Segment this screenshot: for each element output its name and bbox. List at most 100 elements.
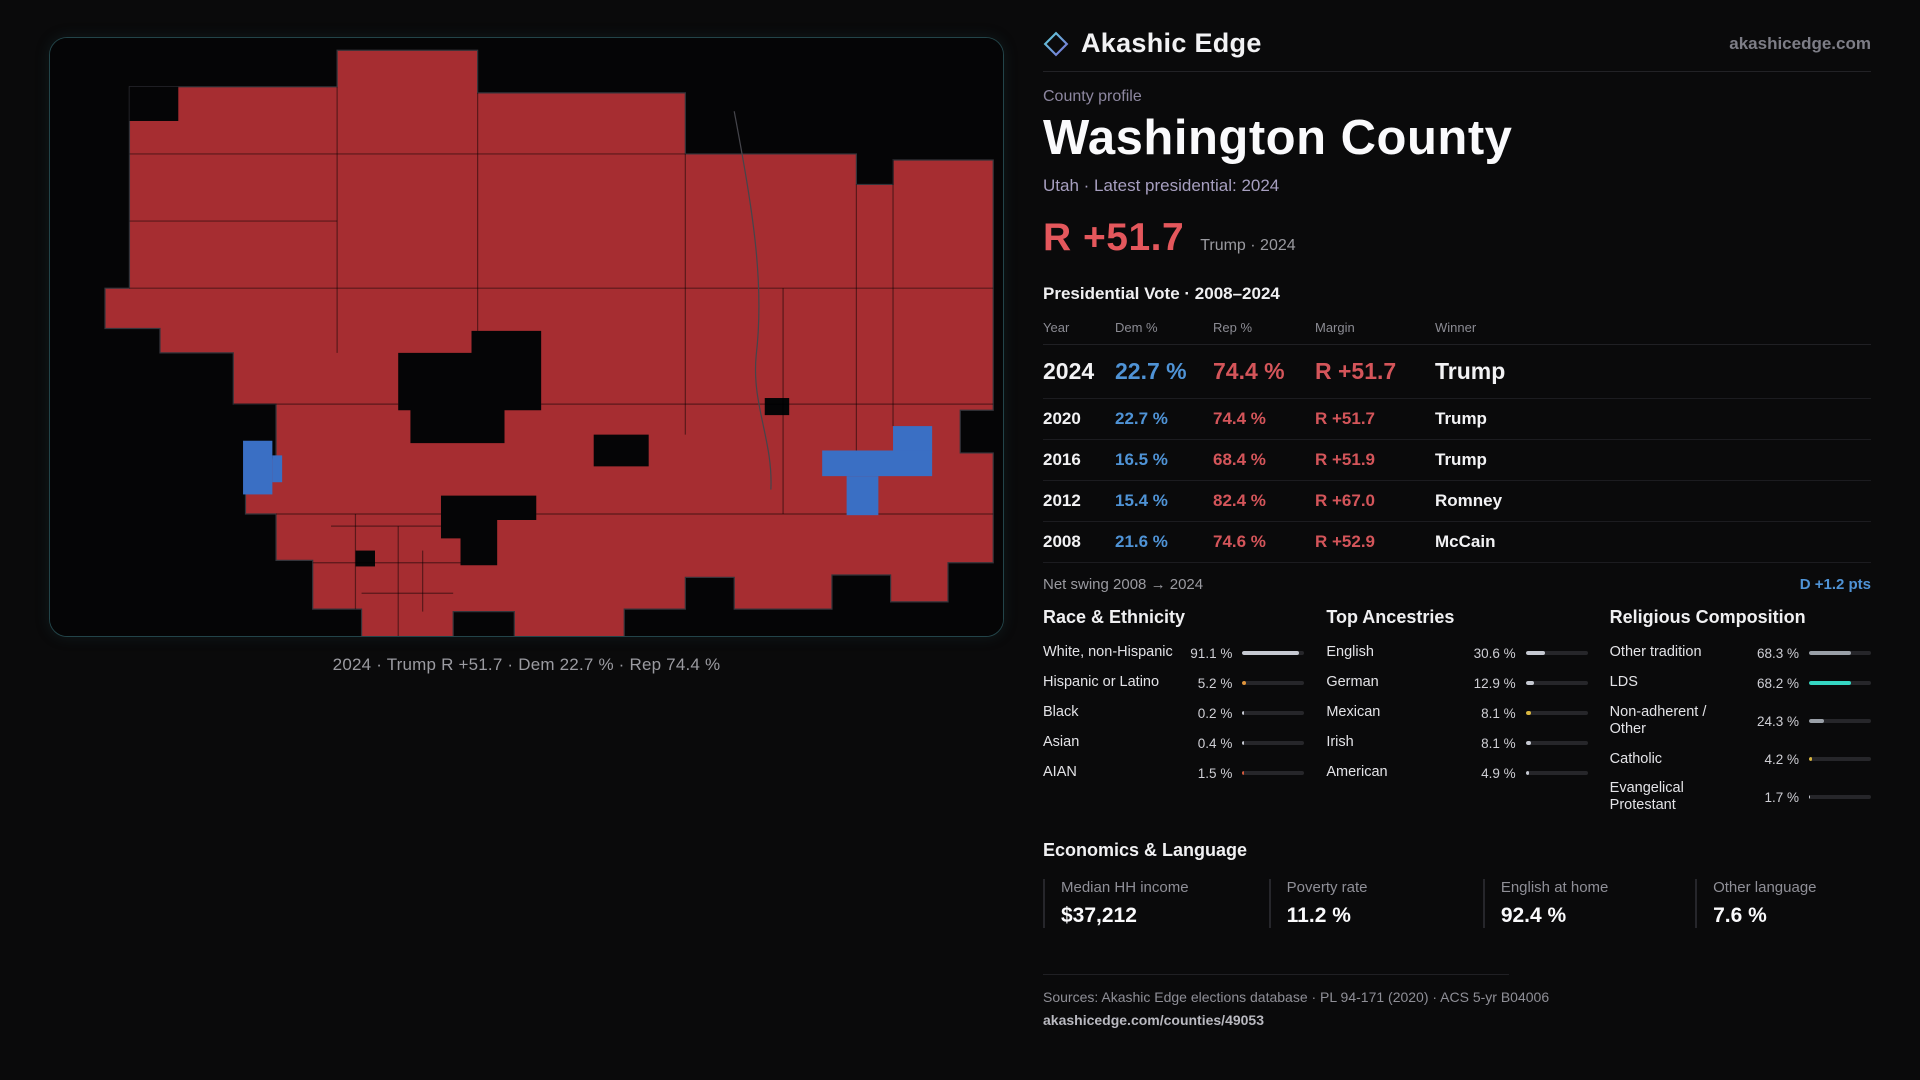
mini-bar-fill	[1242, 741, 1244, 745]
eyebrow-label: County profile	[1043, 88, 1142, 105]
mini-bar	[1808, 651, 1871, 655]
demo-label: Evangelical Protestant	[1609, 780, 1684, 814]
mini-bar	[1808, 795, 1871, 800]
religion-section: Religious Composition Other tradition 68…	[1610, 607, 1871, 820]
demo-value: 8.1 %	[1481, 705, 1516, 721]
demo-row: LDS 68.2 %	[1610, 668, 1871, 698]
footer: Sources: Akashic Edge elections database…	[1043, 974, 1871, 1028]
diamond-logo-icon	[1043, 31, 1069, 56]
vote-row-2016: 2016 16.5 % 68.4 % R +51.9 Trump	[1043, 440, 1871, 481]
dem-cell: 21.6 %	[1115, 532, 1168, 551]
demo-label: Catholic	[1609, 750, 1663, 767]
rep-cell: 74.4 %	[1213, 358, 1285, 384]
stat-poverty-rate: Poverty rate 11.2 %	[1268, 879, 1461, 929]
mini-bar-fill	[1525, 741, 1531, 745]
mini-bar	[1525, 771, 1588, 775]
map-democratic-areas	[243, 426, 933, 516]
col-rep: Rep %	[1213, 320, 1253, 335]
demo-label: Hispanic or Latino	[1043, 674, 1160, 691]
stat-other-language: Other language 7.6 %	[1695, 879, 1849, 929]
mini-bar-fill	[1808, 795, 1811, 800]
winner-cell: Trump	[1435, 358, 1506, 384]
mini-bar-fill	[1242, 651, 1299, 655]
demo-label: Irish	[1326, 734, 1354, 751]
footer-permalink-link[interactable]: akashicedge.com/counties/49053	[1043, 1012, 1264, 1029]
stat-label: Other language	[1713, 879, 1817, 897]
mini-bar	[1242, 741, 1305, 745]
demo-row: American 4.9 %	[1326, 758, 1588, 788]
stat-value: 92.4 %	[1500, 904, 1567, 928]
margin-cell: R +51.7	[1315, 358, 1397, 384]
mini-bar	[1242, 711, 1305, 715]
margin-cell: R +51.9	[1315, 450, 1376, 469]
ancestries-section: Top Ancestries English 30.6 % German 12.…	[1326, 607, 1588, 820]
header-divider	[1043, 71, 1871, 72]
vote-row-2012: 2012 15.4 % 82.4 % R +67.0 Romney	[1043, 481, 1871, 522]
margin-cell: R +67.0	[1315, 491, 1376, 510]
map-caption: 2024 · Trump R +51.7 · Dem 22.7 % · Rep …	[332, 655, 721, 674]
county-precinct-map[interactable]	[49, 37, 1004, 637]
map-precinct-borders	[129, 86, 994, 636]
headline-margin-row: R +51.7 Trump · 2024	[1043, 216, 1871, 260]
mini-bar-fill	[1808, 757, 1812, 762]
winner-cell: Trump	[1435, 450, 1487, 469]
demo-value: 12.9 %	[1473, 675, 1516, 691]
stat-value: 11.2 %	[1286, 904, 1351, 928]
mini-bar	[1242, 771, 1305, 775]
economics-section-title: Economics & Language	[1043, 840, 1248, 861]
religion-section-title: Religious Composition	[1609, 607, 1806, 627]
precinct-map-svg	[50, 38, 1003, 636]
mini-bar-fill	[1808, 681, 1852, 685]
mini-bar	[1808, 719, 1871, 724]
winner-cell: McCain	[1435, 532, 1496, 551]
brand-domain-link[interactable]: akashicedge.com	[1729, 33, 1871, 53]
stat-value: $37,212	[1061, 904, 1137, 928]
mini-bar	[1525, 681, 1588, 685]
year-cell: 2024	[1043, 358, 1095, 384]
footer-divider	[1043, 974, 1509, 976]
col-year: Year	[1043, 320, 1070, 335]
winner-cell: Trump	[1435, 409, 1487, 428]
race-ethnicity-section: Race & Ethnicity White, non-Hispanic 91.…	[1043, 607, 1305, 820]
demo-label: LDS	[1609, 674, 1638, 691]
year-cell: 2020	[1043, 409, 1081, 428]
mini-bar-fill	[1242, 771, 1244, 775]
year-cell: 2012	[1043, 491, 1081, 510]
county-profile-panel: Akashic Edge akashicedge.com County prof…	[1043, 28, 1871, 1028]
demo-label: White, non-Hispanic	[1043, 644, 1173, 661]
demo-value: 8.1 %	[1481, 735, 1516, 751]
demo-row: AIAN 1.5 %	[1043, 758, 1305, 788]
demo-row: Mexican 8.1 %	[1326, 698, 1588, 728]
mini-bar	[1525, 651, 1588, 655]
demo-value: 24.3 %	[1756, 713, 1799, 729]
stat-label: English at home	[1500, 879, 1609, 897]
mini-bar-fill	[1525, 651, 1545, 655]
demo-value: 5.2 %	[1197, 675, 1233, 691]
header: Akashic Edge akashicedge.com	[1043, 28, 1871, 59]
race-section-title: Race & Ethnicity	[1043, 607, 1186, 627]
rep-cell: 74.6 %	[1213, 532, 1266, 551]
vote-row-2008: 2008 21.6 % 74.6 % R +52.9 McCain	[1043, 522, 1871, 563]
mini-bar	[1808, 757, 1871, 762]
margin-cell: R +51.7	[1315, 409, 1376, 428]
map-feature-line	[733, 111, 772, 490]
demo-row: White, non-Hispanic 91.1 %	[1043, 638, 1305, 668]
ancestries-section-title: Top Ancestries	[1326, 607, 1455, 627]
demo-label: AIAN	[1043, 764, 1077, 781]
rep-cell: 74.4 %	[1213, 409, 1266, 428]
demo-label: German	[1326, 674, 1379, 691]
demo-row: English 30.6 %	[1326, 638, 1588, 668]
demo-label: Other tradition	[1609, 644, 1702, 661]
economics-stats: Median HH income $37,212 Poverty rate 11…	[1043, 879, 1871, 929]
mini-bar-fill	[1525, 711, 1531, 715]
demo-value: 4.2 %	[1764, 751, 1799, 767]
mini-bar-fill	[1525, 771, 1529, 775]
demo-row: Catholic 4.2 %	[1610, 744, 1871, 774]
demo-value: 1.5 %	[1197, 765, 1233, 781]
col-dem: Dem %	[1115, 320, 1158, 335]
rep-cell: 82.4 %	[1213, 491, 1266, 510]
mini-bar-fill	[1808, 719, 1825, 724]
mini-bar-fill	[1242, 711, 1244, 715]
col-margin: Margin	[1315, 320, 1355, 335]
demo-row: Hispanic or Latino 5.2 %	[1043, 668, 1305, 698]
